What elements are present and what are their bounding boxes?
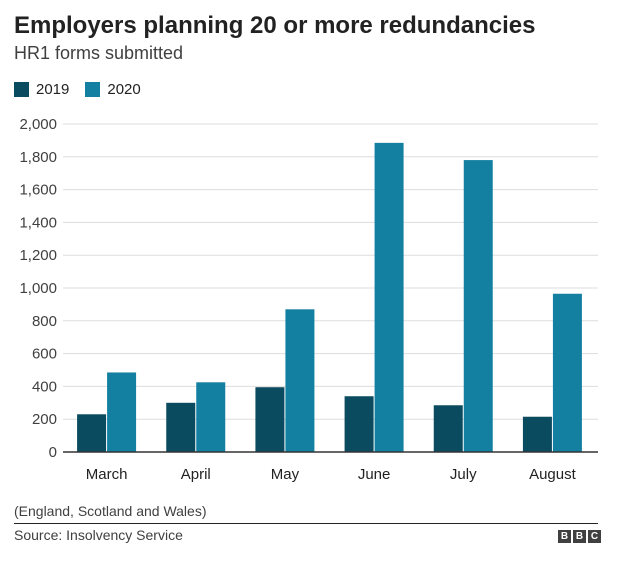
y-tick-label: 2,000 [19,116,57,133]
y-tick-label: 1,400 [19,214,57,231]
footer-divider [14,523,598,524]
bar-2019-march [77,414,107,452]
bbc-logo: B B C [556,530,601,543]
chart-title: Employers planning 20 or more redundanci… [14,12,536,39]
bar-2020-april [196,382,226,452]
y-tick-label: 800 [32,313,57,330]
y-tick-label: 0 [49,444,57,461]
y-tick-label: 1,600 [19,182,57,199]
bar-2020-march [107,372,137,452]
x-tick-label: April [181,466,211,483]
chart-subtitle: HR1 forms submitted [14,43,184,63]
bar-2019-may [255,387,285,452]
bbc-logo-letter: C [588,530,601,543]
y-tick-label: 400 [32,378,57,395]
legend-label-2019: 2019 [36,80,70,98]
x-tick-label: May [271,466,300,483]
bar-2020-august [552,293,582,452]
legend-item-2020: 2020 [85,80,141,98]
x-tick-label: March [86,466,128,483]
chart-legend: 2019 2020 [14,80,157,98]
bar-2019-august [522,416,552,452]
y-tick-label: 200 [32,411,57,428]
bar-2019-april [166,402,196,452]
bbc-logo-letter: B [573,530,586,543]
legend-label-2020: 2020 [107,80,141,98]
bar-2019-july [433,405,463,452]
bar-2020-may [285,309,315,452]
y-tick-label: 1,000 [19,280,57,297]
legend-swatch-2020 [85,81,101,97]
chart-footnote: (England, Scotland and Wales) [14,503,207,519]
legend-swatch-2019 [14,81,29,97]
y-tick-label: 1,200 [19,247,57,264]
bar-2020-july [463,160,493,452]
y-tick-label: 600 [32,346,57,363]
bbc-logo-letter: B [558,530,571,543]
x-tick-label: August [529,466,577,483]
y-tick-label: 1,800 [19,149,57,166]
legend-item-2019: 2019 [14,81,69,98]
x-tick-label: July [450,466,477,483]
x-tick-label: June [358,466,391,483]
bar-chart: 0 200 400 600 800 1,000 1,200 1,400 1,600 1,800 2,… [19,116,598,483]
bar-2019-june [344,396,374,452]
chart-source: Source: Insolvency Service [14,527,183,543]
bar-2020-june [374,142,404,453]
